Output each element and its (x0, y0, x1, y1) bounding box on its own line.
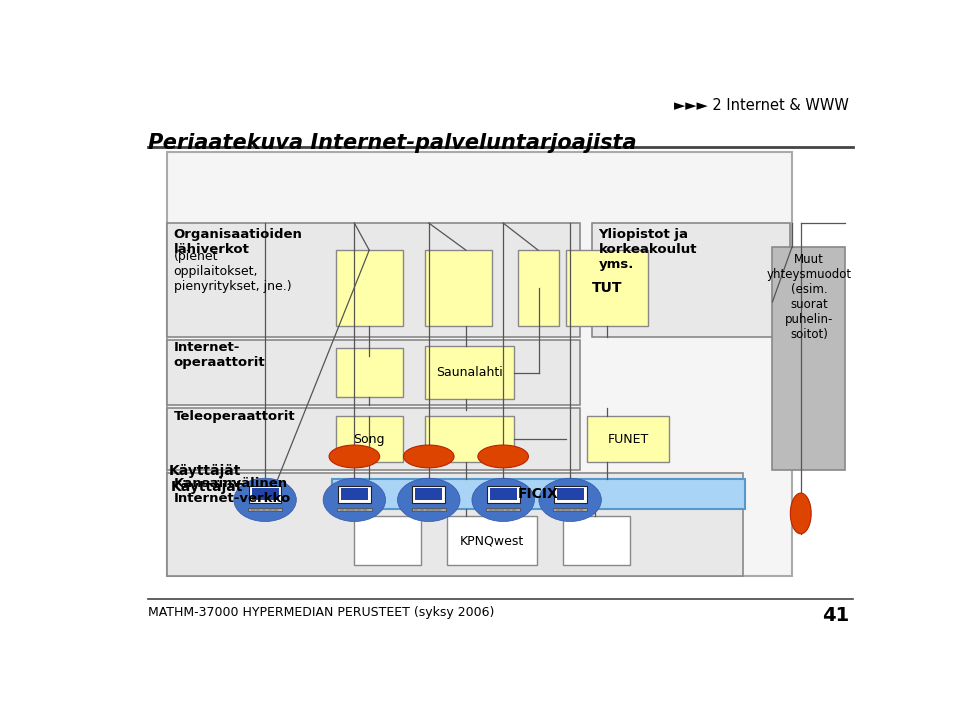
Bar (167, 152, 792, 576)
Bar (588, 416, 669, 462)
Bar (412, 508, 446, 511)
Text: TUT: TUT (592, 281, 623, 295)
Bar (416, 489, 443, 500)
Bar (447, 516, 537, 565)
Bar (337, 508, 372, 511)
Text: Käyttäjät: Käyttäjät (171, 480, 243, 493)
Ellipse shape (403, 445, 454, 468)
Text: Muut
yhteysmuodot
(esim.
suorat
puhelin-
soitot): Muut yhteysmuodot (esim. suorat puhelin-… (766, 253, 852, 341)
Bar (490, 489, 516, 500)
Bar (554, 486, 587, 503)
Bar (249, 486, 281, 503)
Bar (248, 508, 282, 511)
Ellipse shape (397, 478, 460, 522)
Bar (336, 348, 403, 397)
Bar (773, 247, 846, 470)
Text: Saunalahti: Saunalahti (436, 367, 503, 379)
Ellipse shape (478, 445, 528, 468)
Text: Song: Song (353, 433, 385, 446)
Bar (425, 416, 515, 462)
Bar (341, 489, 368, 500)
Bar (336, 250, 403, 326)
Ellipse shape (329, 445, 379, 468)
Ellipse shape (234, 478, 297, 522)
Ellipse shape (324, 478, 386, 522)
Ellipse shape (472, 478, 535, 522)
Text: ►►► 2 Internet & WWW: ►►► 2 Internet & WWW (674, 98, 849, 114)
Bar (553, 508, 588, 511)
Bar (557, 489, 584, 500)
Bar (425, 346, 515, 400)
Bar (338, 486, 371, 503)
Bar (425, 250, 492, 326)
Bar (354, 516, 421, 565)
Text: 41: 41 (822, 606, 849, 625)
Text: Yliopistot ja
korkeakoulut
yms.: Yliopistot ja korkeakoulut yms. (598, 228, 697, 271)
Bar (167, 473, 743, 576)
Text: KPNQwest: KPNQwest (460, 534, 524, 547)
Bar (252, 489, 278, 500)
Text: (pienet
oppilaitokset,
pienyritykset, jne.): (pienet oppilaitokset, pienyritykset, jn… (174, 250, 291, 293)
Text: Käyttäjät: Käyttäjät (168, 464, 241, 478)
Bar (487, 486, 519, 503)
Text: Periaatekuva Internet-palveluntarjoajista: Periaatekuva Internet-palveluntarjoajist… (148, 133, 636, 154)
Bar (518, 250, 559, 326)
Bar (413, 486, 445, 503)
Bar (592, 223, 789, 337)
Bar (563, 516, 630, 565)
Text: FUNET: FUNET (608, 433, 649, 446)
Bar (566, 250, 648, 326)
Text: FICIX: FICIX (518, 487, 559, 501)
Bar (336, 416, 403, 462)
Ellipse shape (539, 478, 601, 522)
Text: Teleoperaattorit: Teleoperaattorit (174, 410, 295, 423)
Text: MATHM-37000 HYPERMEDIAN PERUSTEET (syksy 2006): MATHM-37000 HYPERMEDIAN PERUSTEET (syksy… (148, 606, 494, 619)
Bar (167, 340, 580, 405)
Text: Internet-
operaattorit: Internet- operaattorit (174, 341, 265, 369)
Bar (332, 479, 745, 509)
Text: Kansainvälinen
Internet-verkko: Kansainvälinen Internet-verkko (174, 477, 291, 505)
Bar (167, 407, 580, 470)
Text: Organisaatioiden
lähiverkot: Organisaatioiden lähiverkot (174, 228, 302, 257)
Bar (167, 223, 580, 337)
Bar (486, 508, 520, 511)
Ellipse shape (790, 493, 811, 534)
